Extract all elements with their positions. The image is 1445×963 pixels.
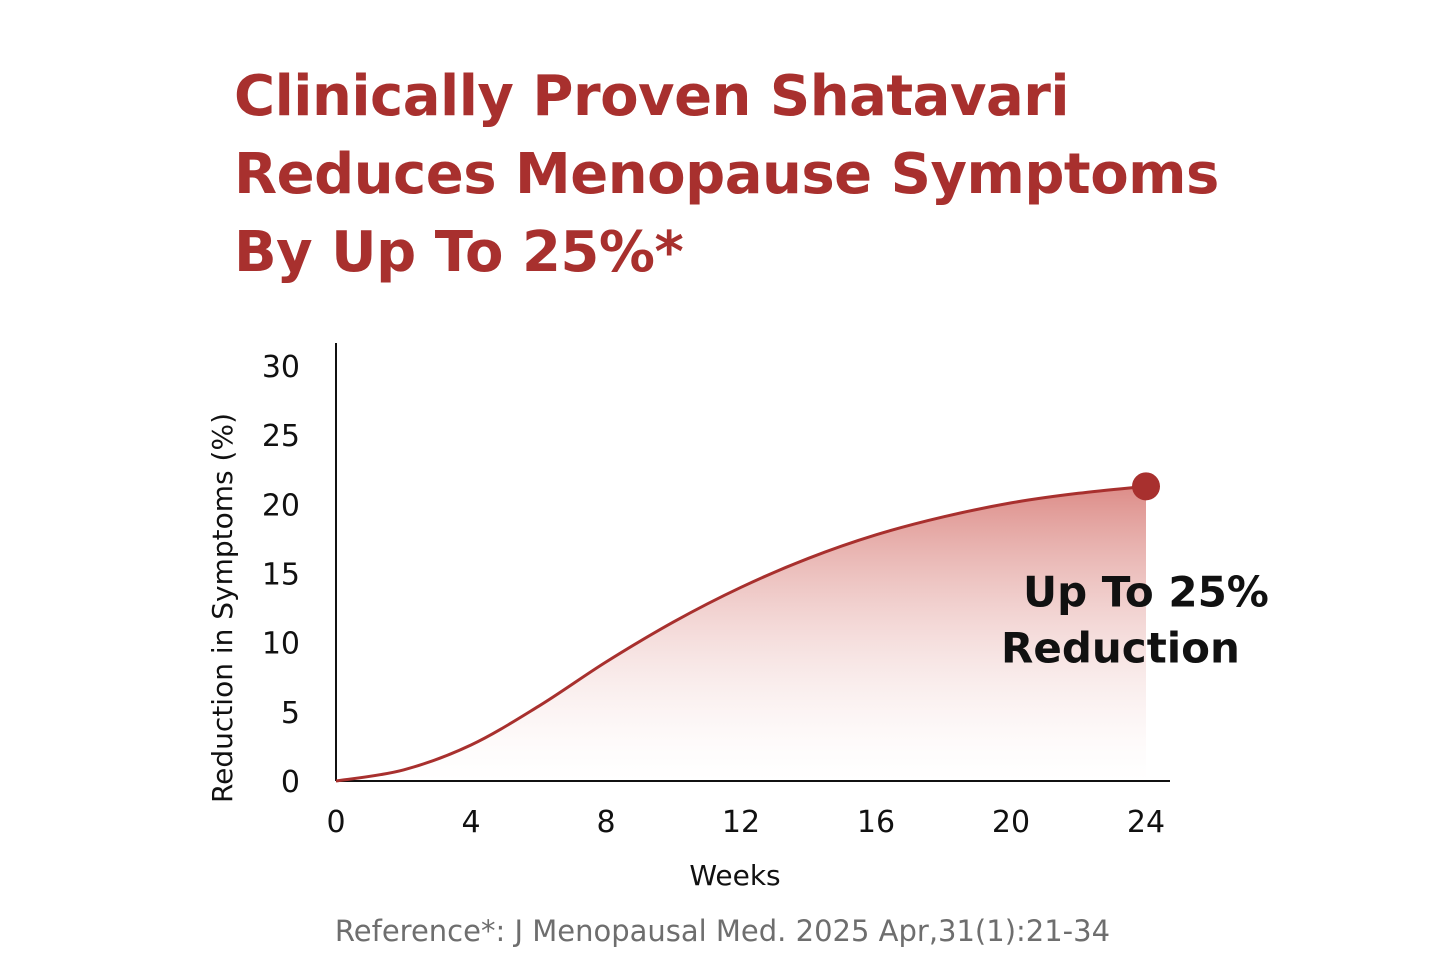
y-tick-label-15: 15 bbox=[262, 558, 300, 593]
x-tick-label-4: 4 bbox=[461, 805, 480, 840]
y-tick-label-30: 30 bbox=[262, 350, 300, 385]
x-tick-label-12: 12 bbox=[722, 805, 760, 840]
y-tick-label-0: 0 bbox=[281, 765, 300, 800]
x-tick-label-24: 24 bbox=[1127, 805, 1165, 840]
y-tick-label-25: 25 bbox=[262, 419, 300, 454]
endpoint-marker bbox=[1132, 472, 1160, 501]
x-tick-label-0: 0 bbox=[326, 805, 345, 840]
reference-citation: Reference*: J Menopausal Med. 2025 Apr,3… bbox=[334, 914, 1111, 948]
annotation-line-1: Up To 25% bbox=[1023, 567, 1269, 616]
x-tick-label-20: 20 bbox=[992, 805, 1030, 840]
y-axis-title: Reduction in Symptoms (%) bbox=[206, 413, 239, 803]
y-tick-label-10: 10 bbox=[262, 627, 300, 662]
series-line bbox=[335, 484, 1147, 783]
x-tick-label-8: 8 bbox=[596, 805, 615, 840]
x-tick-label-16: 16 bbox=[857, 805, 895, 840]
y-tick-label-20: 20 bbox=[262, 488, 300, 523]
headline-line-1: Clinically Proven Shatavari bbox=[234, 64, 1070, 129]
y-tick-label-5: 5 bbox=[281, 696, 300, 731]
annotation-line-2: Reduction bbox=[1001, 623, 1240, 672]
headline: Clinically Proven Shatavari Reduces Meno… bbox=[234, 58, 1384, 292]
headline-line-3: By Up To 25%* bbox=[234, 220, 684, 285]
headline-line-2: Reduces Menopause Symptoms bbox=[234, 142, 1219, 207]
x-axis-title: Weeks bbox=[689, 859, 780, 892]
